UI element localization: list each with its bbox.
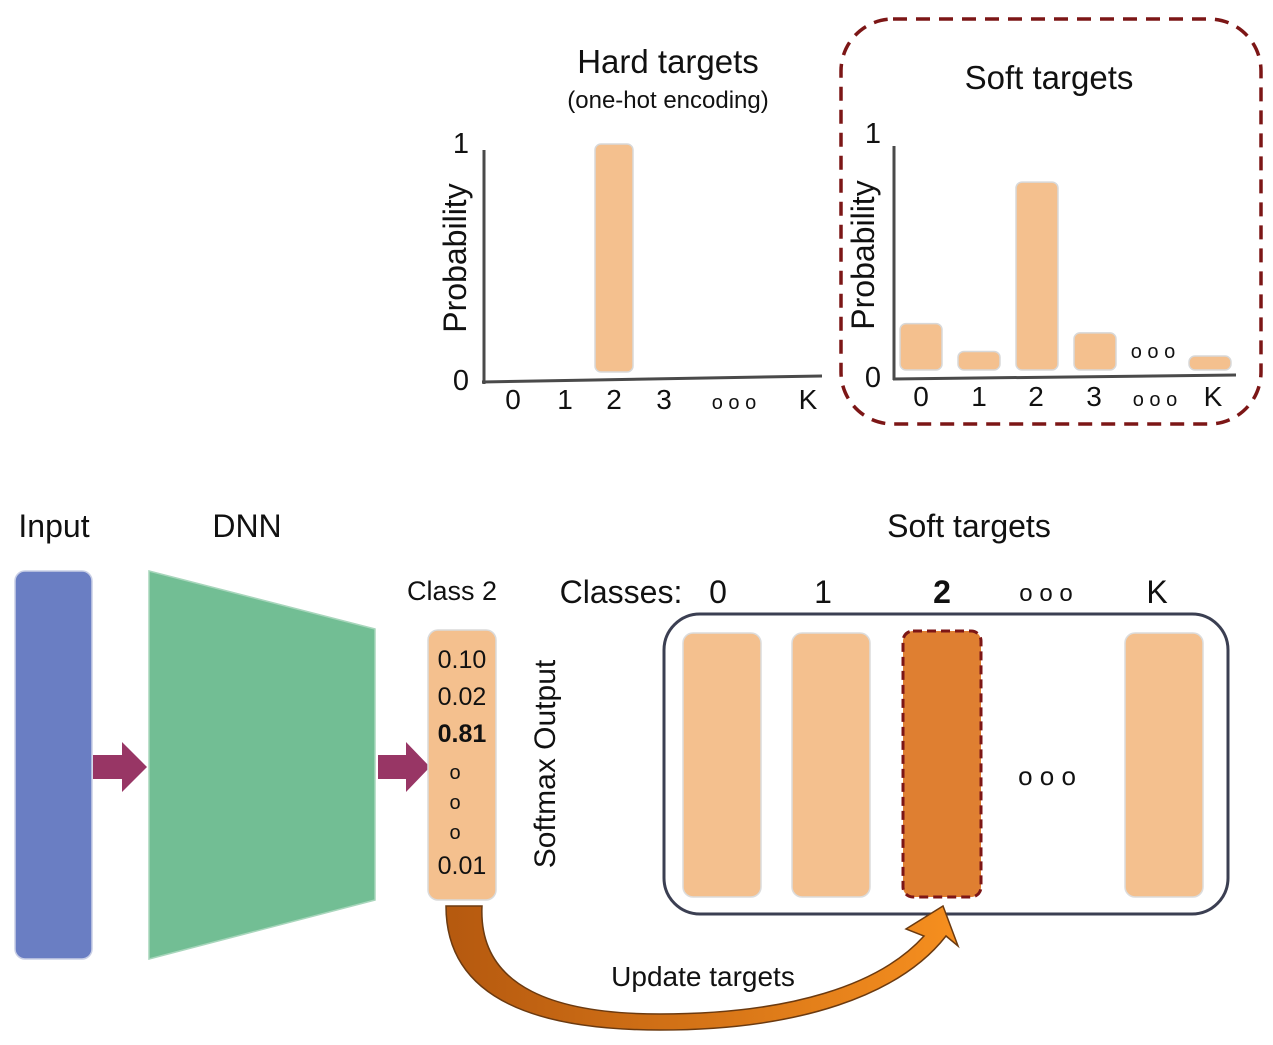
input-block — [14, 570, 93, 960]
dnn-label: DNN — [212, 508, 281, 544]
class-header: K — [1146, 574, 1167, 610]
soft-targets-chart: Soft targets Probability 1 0 o o o 0 1 2… — [839, 17, 1263, 426]
soft-chart-ylabel: Probability — [845, 180, 881, 329]
hard-chart-y-bottom: 0 — [453, 365, 469, 397]
soft-target-bar — [791, 632, 871, 898]
classes-prefix: Classes: — [560, 574, 683, 610]
hard-chart-ylabel: Probability — [437, 183, 473, 332]
soft-chart-title: Soft targets — [965, 59, 1134, 96]
hard-tick-label: o o o — [712, 392, 756, 414]
soft-chart-y-top: 1 — [865, 118, 881, 150]
hard-tick-label: 3 — [656, 384, 672, 415]
soft-chart-ellipsis: o o o — [1131, 341, 1175, 363]
bar-2 — [594, 143, 634, 373]
softmax-value: 0.02 — [438, 683, 487, 711]
soft-chart-y-bottom: 0 — [865, 362, 881, 394]
bar-0 — [899, 322, 943, 371]
softmax-value-highlight: 0.81 — [438, 720, 487, 748]
soft-tick-label: o o o — [1133, 389, 1177, 411]
soft-target-bar — [1124, 632, 1204, 898]
class-header: 1 — [814, 574, 832, 610]
class-header-highlight: 2 — [933, 574, 951, 610]
hard-chart-bars — [594, 143, 634, 373]
softmax-ellipsis: o — [449, 822, 460, 844]
hard-chart-subtitle: (one-hot encoding) — [567, 87, 768, 114]
soft-target-bar-highlight — [901, 629, 983, 899]
soft-targets-ellipsis: o o o — [1018, 761, 1076, 791]
hard-tick-label: K — [799, 384, 818, 415]
softmax-ellipsis: o — [449, 792, 460, 814]
soft-chart-x-axis — [892, 373, 1237, 381]
bar-1 — [957, 350, 1001, 371]
softmax-output-label: Softmax Output — [529, 659, 562, 868]
bar-3 — [1073, 332, 1117, 371]
class-header: o o o — [1019, 580, 1072, 607]
dnn-to-output-arrow — [378, 742, 430, 792]
bar-K — [1188, 355, 1232, 371]
soft-chart-bars — [899, 181, 1232, 371]
update-targets-arrow — [445, 904, 960, 1031]
hard-targets-chart: Hard targets (one-hot encoding) Probabil… — [437, 43, 823, 415]
dnn-block — [148, 570, 376, 960]
softmax-value: 0.10 — [438, 646, 487, 674]
soft-target-bar — [682, 632, 762, 898]
update-targets-label: Update targets — [611, 961, 795, 992]
bar-2 — [1015, 181, 1059, 371]
soft-targets-title: Soft targets — [887, 508, 1051, 544]
soft-tick-label: 3 — [1086, 381, 1102, 412]
softmax-ellipsis: o — [449, 762, 460, 784]
softmax-output-box — [427, 629, 497, 901]
hard-chart-title: Hard targets — [577, 43, 759, 80]
pipeline: Input DNN Class 2 0.10 0.02 0.81 o o o 0… — [14, 508, 1230, 1031]
class-label: Class 2 — [407, 576, 497, 606]
softmax-value: 0.01 — [438, 852, 487, 880]
hard-tick-label: 0 — [505, 384, 521, 415]
hard-tick-label: 1 — [557, 384, 573, 415]
input-label: Input — [18, 508, 89, 544]
hard-chart-y-top: 1 — [453, 128, 469, 160]
input-to-dnn-arrow — [93, 742, 147, 792]
soft-tick-label: 0 — [913, 381, 929, 412]
soft-tick-label: 2 — [1028, 381, 1044, 412]
soft-tick-label: K — [1204, 381, 1223, 412]
soft-tick-label: 1 — [971, 381, 987, 412]
class-header: 0 — [709, 574, 727, 610]
hard-chart-x-axis — [481, 374, 823, 384]
hard-tick-label: 2 — [606, 384, 622, 415]
